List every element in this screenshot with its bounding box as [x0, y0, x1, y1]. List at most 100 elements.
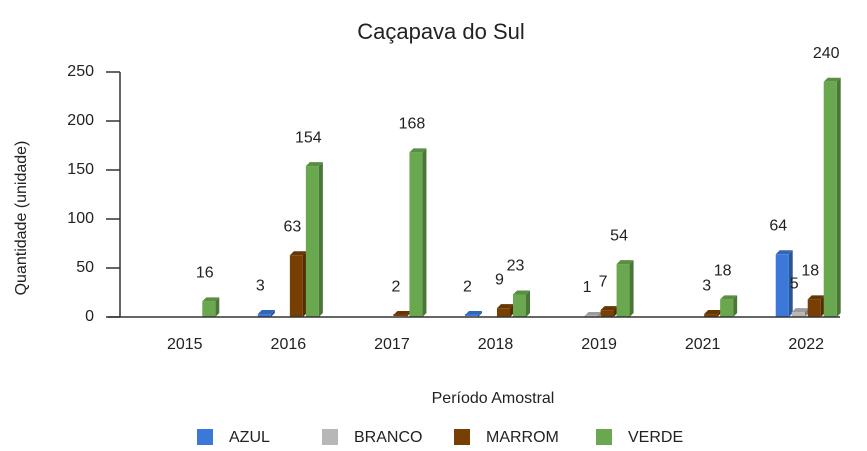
legend-swatch: [596, 429, 612, 445]
bar-face: [629, 260, 634, 317]
y-tick-label: 150: [67, 161, 94, 178]
data-label: 5: [790, 275, 799, 292]
data-label: 2: [463, 278, 472, 295]
data-label: 168: [399, 116, 426, 133]
data-label: 154: [295, 129, 322, 146]
bar: [775, 250, 793, 317]
bar-face: [478, 311, 482, 318]
y-tick-label: 200: [67, 112, 94, 129]
bar-face: [215, 297, 220, 317]
bar-face: [791, 312, 805, 317]
bar: [600, 306, 618, 317]
data-label: 3: [256, 277, 265, 294]
bar: [409, 148, 427, 317]
bar-face: [704, 310, 722, 315]
bar: [305, 162, 323, 317]
bar-face: [788, 250, 793, 317]
data-label: 2: [391, 278, 400, 295]
bar-face: [257, 310, 275, 315]
bar-face: [526, 290, 530, 317]
y-tick-label: 100: [67, 210, 94, 227]
bar-face: [289, 251, 307, 256]
bar-face: [775, 250, 793, 255]
data-label: 64: [769, 217, 787, 234]
y-tick-label: 0: [85, 308, 94, 325]
bar-face: [318, 162, 323, 317]
bar: [513, 290, 530, 317]
bar-face: [720, 299, 734, 317]
data-label: 18: [714, 263, 732, 280]
data-label: 18: [801, 263, 819, 280]
bar-face: [465, 314, 478, 317]
bar: [465, 311, 482, 318]
x-tick-label: 2016: [271, 336, 307, 353]
bar: [823, 77, 841, 317]
bar-face: [600, 306, 618, 311]
bar-face: [775, 254, 789, 317]
bar: [393, 311, 411, 318]
bar: [497, 304, 514, 317]
bar-face: [823, 81, 837, 317]
x-tick-label: 2018: [478, 336, 514, 353]
bar-face: [791, 308, 809, 313]
data-label: 23: [507, 258, 525, 275]
y-tick-label: 250: [67, 63, 94, 80]
bar-face: [600, 310, 614, 317]
bar-face: [497, 304, 514, 309]
bar-face: [409, 148, 427, 153]
legend-label: AZUL: [229, 429, 270, 446]
bar-face: [305, 162, 323, 167]
bar-face: [202, 297, 220, 302]
data-label: 63: [283, 218, 301, 235]
chart-title: Caçapava do Sul: [357, 19, 525, 44]
data-label: 1: [583, 279, 592, 296]
y-axis-title: Quantidade (unidade): [13, 141, 30, 296]
bar: [257, 310, 275, 317]
bar: [807, 295, 825, 317]
x-tick-label: 2019: [581, 336, 617, 353]
bar-face: [513, 294, 526, 317]
bar: [202, 297, 220, 317]
bar-face: [616, 264, 630, 317]
bar-face: [289, 255, 303, 317]
legend-swatch: [322, 429, 338, 445]
bar: [616, 260, 634, 317]
y-tick-label: 50: [76, 259, 94, 276]
bar-face: [513, 290, 530, 295]
bar: [704, 310, 722, 317]
x-tick-label: 2017: [374, 336, 410, 353]
bar-face: [807, 299, 821, 317]
bar-face: [704, 314, 718, 317]
x-tick-label: 2022: [788, 336, 824, 353]
bar-face: [409, 152, 423, 317]
bar-face: [257, 314, 271, 317]
x-axis-title: Período Amostral: [432, 390, 555, 407]
bar: [289, 251, 307, 317]
x-tick-label: 2015: [167, 336, 203, 353]
data-label: 9: [495, 271, 504, 288]
data-label: 54: [610, 227, 628, 244]
bar: [720, 295, 738, 317]
data-label: 7: [599, 273, 608, 290]
data-label: 3: [702, 277, 711, 294]
legend-swatch: [454, 429, 470, 445]
bar-face: [616, 260, 634, 265]
x-tick-label: 2021: [685, 336, 721, 353]
bar-face: [305, 166, 319, 317]
legend-swatch: [197, 429, 213, 445]
legend-label: BRANCO: [354, 429, 422, 446]
bar-face: [270, 310, 275, 317]
data-label: 16: [196, 265, 214, 282]
bar: [791, 308, 809, 317]
bar-face: [584, 315, 598, 318]
bar-face: [733, 295, 738, 317]
legend-label: MARROM: [486, 429, 559, 446]
bar-face: [807, 295, 825, 300]
bar-face: [823, 77, 841, 82]
data-label: 240: [813, 45, 840, 62]
bar-face: [497, 308, 510, 317]
bar-face: [202, 301, 216, 317]
bar-face: [720, 295, 738, 300]
bar-face: [422, 148, 427, 317]
